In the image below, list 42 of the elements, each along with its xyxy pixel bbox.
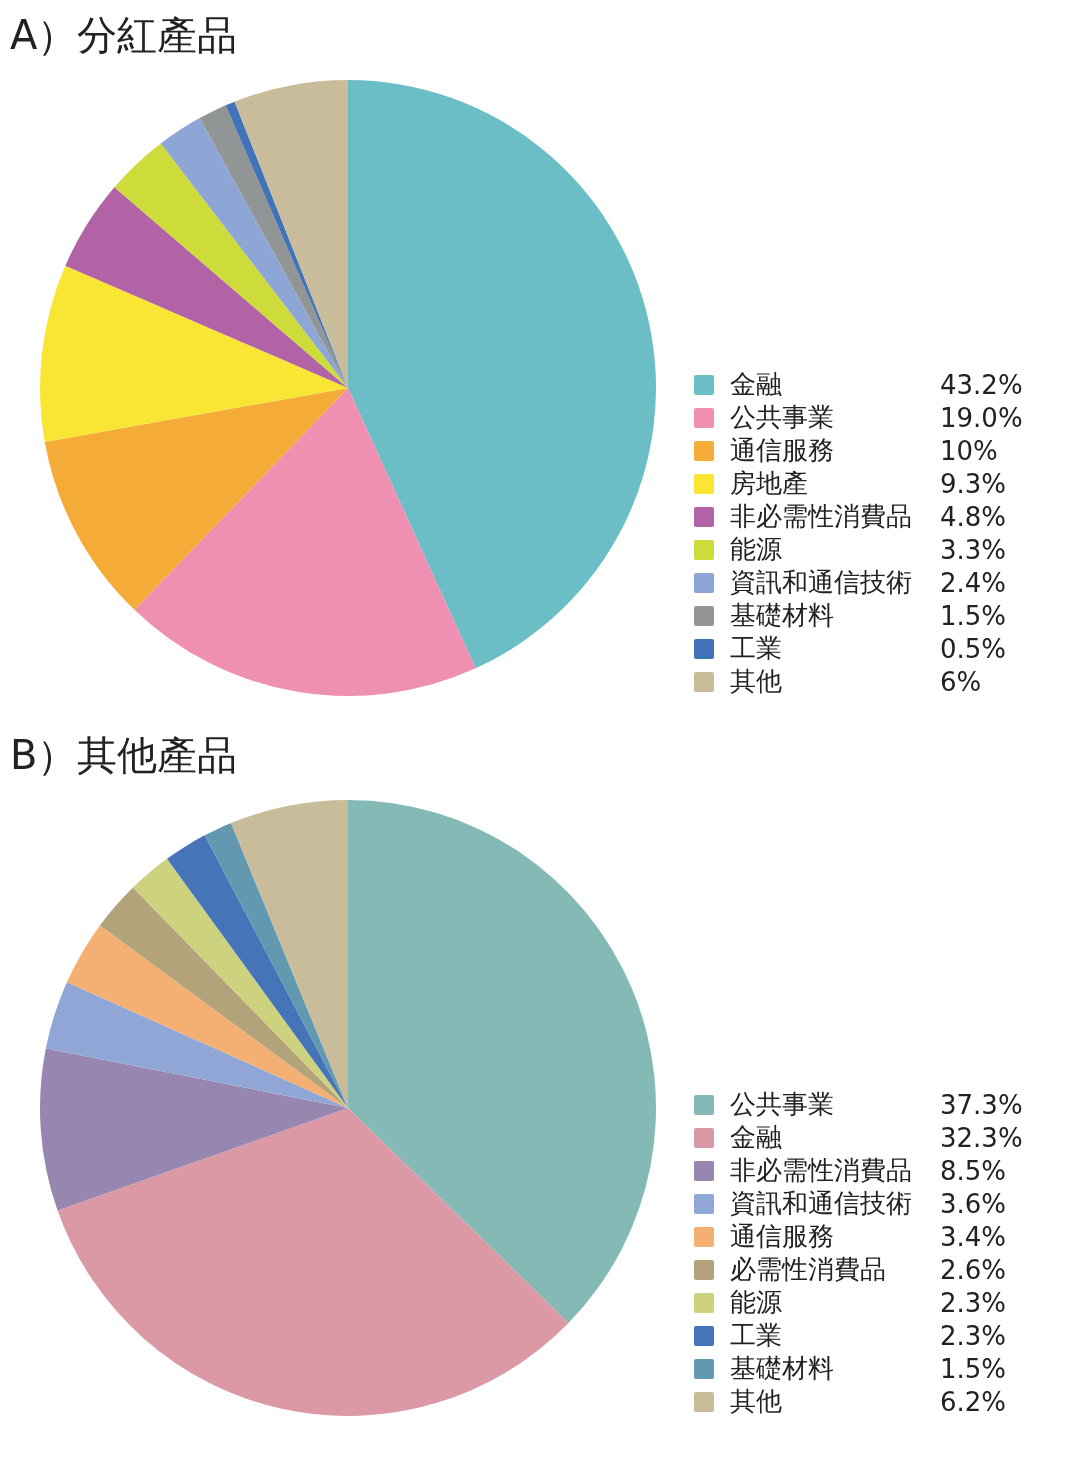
- legend-label: 能源: [730, 533, 783, 566]
- data-label: 1.5%: [940, 1353, 1007, 1384]
- legend-label: 金融: [730, 1121, 783, 1154]
- data-label: 2.3%: [940, 1320, 1007, 1351]
- legend-label: 金融: [730, 368, 783, 401]
- legend-label: 資訊和通信技術: [730, 1187, 913, 1220]
- data-label: 4.8%: [940, 501, 1007, 532]
- data-label: 37.3%: [940, 1089, 1023, 1120]
- data-label: 10%: [940, 435, 998, 466]
- data-label: 43.2%: [940, 369, 1023, 400]
- data-label: 2.6%: [940, 1254, 1007, 1285]
- legend-label: 非必需性消費品: [730, 1154, 913, 1187]
- legend-label: 工業: [730, 632, 783, 665]
- legend-label: 基礎材料: [730, 599, 835, 632]
- data-label: 3.4%: [940, 1221, 1007, 1252]
- legend-label: 公共事業: [730, 1088, 835, 1121]
- data-label: 2.3%: [940, 1287, 1007, 1318]
- data-label: 8.5%: [940, 1155, 1007, 1186]
- legend-label: 房地產: [730, 467, 809, 500]
- data-label: 19.0%: [940, 402, 1023, 433]
- legend-label: 其他: [730, 665, 783, 698]
- data-label: 1.5%: [940, 600, 1007, 631]
- legend-label: 其他: [730, 1385, 783, 1418]
- data-label: 0.5%: [940, 633, 1007, 664]
- legend-label: 公共事業: [730, 401, 835, 434]
- chart-title: B）其他產品: [9, 731, 239, 780]
- data-label: 9.3%: [940, 468, 1007, 499]
- chart-title: A）分紅產品: [9, 11, 239, 60]
- data-label: 3.6%: [940, 1188, 1007, 1219]
- legend-label: 工業: [730, 1319, 783, 1352]
- data-label: 2.4%: [940, 567, 1007, 598]
- legend-label: 通信服務: [730, 1220, 835, 1253]
- legend-label: 能源: [730, 1286, 783, 1319]
- legend-label: 通信服務: [730, 434, 835, 467]
- legend-label: 非必需性消費品: [730, 500, 913, 533]
- data-label: 6%: [940, 666, 982, 697]
- legend-label: 必需性消費品: [730, 1253, 887, 1286]
- data-label: 32.3%: [940, 1122, 1023, 1153]
- legend-label: 資訊和通信技術: [730, 566, 913, 599]
- data-label: 3.3%: [940, 534, 1007, 565]
- data-label: 6.2%: [940, 1386, 1007, 1417]
- legend-label: 基礎材料: [730, 1352, 835, 1385]
